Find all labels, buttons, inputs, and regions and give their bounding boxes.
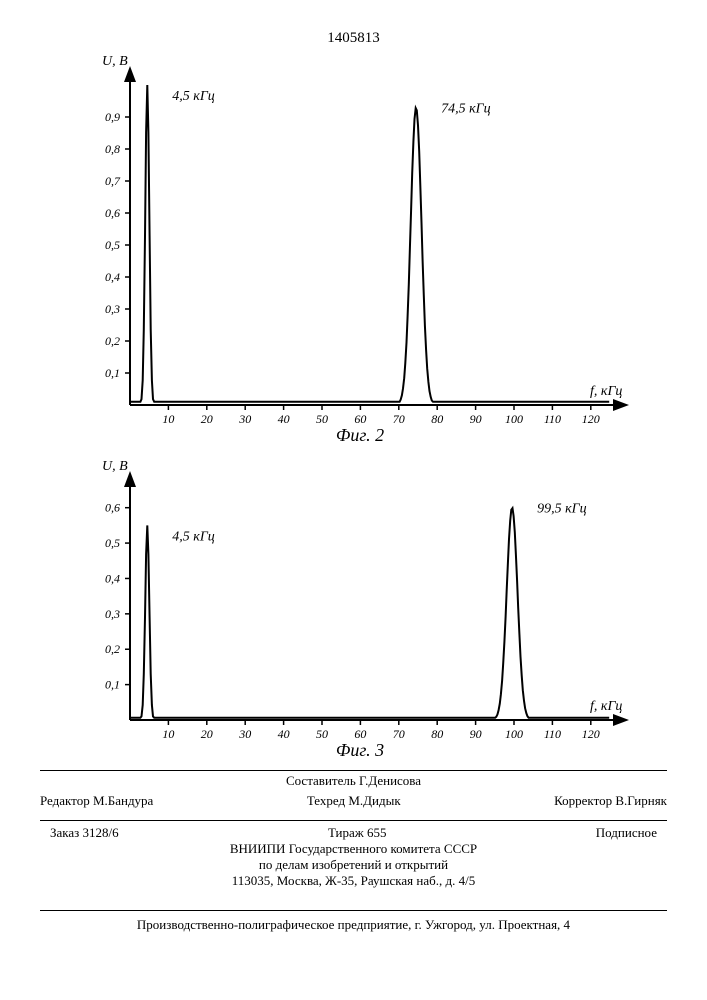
figure-3: 10 20 30 40 50 60 70 80 90 100 110 120 0,1 0,2 0,3 0,4 0… — [80, 460, 640, 765]
chart-fig2-svg: 10 20 30 40 50 60 70 80 90 100 110 120 0,1 0,2 0,3 0,4 0… — [80, 55, 640, 445]
svg-text:120: 120 — [582, 412, 600, 426]
svg-text:4,5 кГц: 4,5 кГц — [172, 89, 215, 104]
svg-text:0,9: 0,9 — [105, 110, 120, 124]
org-line3: 113035, Москва, Ж-35, Раушская наб., д. … — [40, 873, 667, 889]
figure-2: 10 20 30 40 50 60 70 80 90 100 110 120 0,1 0,2 0,3 0,4 0… — [80, 55, 640, 450]
subscription: Подписное — [596, 825, 657, 841]
svg-text:90: 90 — [470, 412, 482, 426]
techred: Техред М.Дидык — [153, 793, 554, 809]
svg-text:0,2: 0,2 — [105, 334, 120, 348]
fig2-caption: Фиг. 2 — [336, 425, 384, 446]
svg-text:0,2: 0,2 — [105, 642, 120, 656]
svg-text:70: 70 — [393, 412, 405, 426]
svg-text:50: 50 — [316, 412, 328, 426]
credits-block: Составитель Г.Денисова Редактор М.Бандур… — [40, 770, 667, 811]
svg-text:20: 20 — [201, 412, 213, 426]
svg-text:70: 70 — [393, 727, 405, 741]
compiler: Составитель Г.Денисова — [40, 773, 667, 789]
editor: Редактор М.Бандура — [40, 793, 153, 809]
svg-text:U, В: U, В — [102, 460, 128, 474]
svg-text:60: 60 — [354, 727, 366, 741]
svg-text:0,4: 0,4 — [105, 571, 120, 585]
corrector: Корректор В.Гирняк — [554, 793, 667, 809]
fig3-caption: Фиг. 3 — [336, 740, 384, 761]
svg-text:100: 100 — [505, 412, 523, 426]
svg-text:0,5: 0,5 — [105, 536, 120, 550]
svg-text:40: 40 — [278, 727, 290, 741]
svg-text:50: 50 — [316, 727, 328, 741]
chart-fig3-svg: 10 20 30 40 50 60 70 80 90 100 110 120 0,1 0,2 0,3 0,4 0… — [80, 460, 640, 760]
svg-text:4,5 кГц: 4,5 кГц — [172, 529, 215, 544]
svg-text:0,6: 0,6 — [105, 206, 120, 220]
svg-text:110: 110 — [544, 727, 561, 741]
svg-text:100: 100 — [505, 727, 523, 741]
org-line2: по делам изобретений и открытий — [40, 857, 667, 873]
svg-text:10: 10 — [162, 727, 174, 741]
org-line1: ВНИИПИ Государственного комитета СССР — [40, 841, 667, 857]
svg-text:f, кГц: f, кГц — [590, 699, 622, 714]
printing-text: Производственно-полиграфическое предприя… — [137, 917, 570, 932]
svg-text:40: 40 — [278, 412, 290, 426]
svg-text:20: 20 — [201, 727, 213, 741]
svg-text:80: 80 — [431, 412, 443, 426]
svg-text:120: 120 — [582, 727, 600, 741]
order-block: Заказ 3128/6 Тираж 655 Подписное ВНИИПИ … — [40, 820, 667, 889]
svg-text:30: 30 — [238, 412, 251, 426]
svg-text:0,3: 0,3 — [105, 302, 120, 316]
svg-text:30: 30 — [238, 727, 251, 741]
order-number: Заказ 3128/6 — [50, 825, 119, 841]
svg-text:0,1: 0,1 — [105, 678, 120, 692]
svg-text:90: 90 — [470, 727, 482, 741]
document-number: 1405813 — [327, 30, 380, 47]
svg-text:0,1: 0,1 — [105, 366, 120, 380]
svg-text:0,8: 0,8 — [105, 142, 120, 156]
patent-page: 1405813 10 20 30 40 50 60 70 80 90 100 110 120 0,1 0,… — [0, 0, 707, 1000]
svg-text:f, кГц: f, кГц — [590, 384, 622, 399]
svg-text:0,7: 0,7 — [105, 174, 121, 188]
svg-text:10: 10 — [162, 412, 174, 426]
svg-text:0,6: 0,6 — [105, 501, 120, 515]
svg-text:99,5 кГц: 99,5 кГц — [537, 502, 587, 517]
svg-text:U, В: U, В — [102, 55, 128, 69]
svg-text:0,5: 0,5 — [105, 238, 120, 252]
svg-text:74,5 кГц: 74,5 кГц — [441, 101, 491, 116]
svg-text:60: 60 — [354, 412, 366, 426]
printing-block: Производственно-полиграфическое предприя… — [40, 910, 667, 933]
svg-text:0,4: 0,4 — [105, 270, 120, 284]
tirage: Тираж 655 — [328, 825, 387, 841]
svg-text:0,3: 0,3 — [105, 607, 120, 621]
svg-text:110: 110 — [544, 412, 561, 426]
svg-text:80: 80 — [431, 727, 443, 741]
